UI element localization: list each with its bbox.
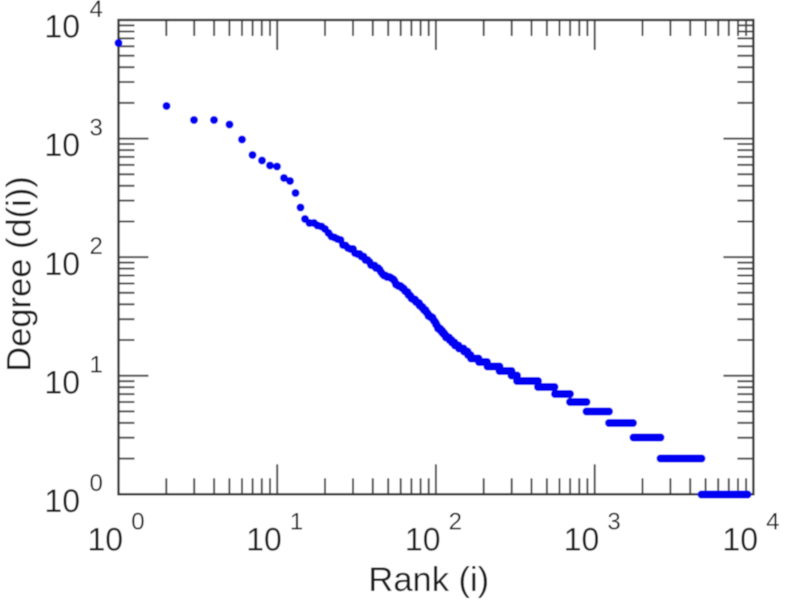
- svg-text:0: 0: [131, 509, 144, 536]
- svg-text:10: 10: [44, 246, 80, 282]
- svg-text:3: 3: [90, 114, 103, 141]
- svg-text:4: 4: [766, 509, 779, 536]
- svg-text:2: 2: [90, 233, 103, 260]
- svg-text:10: 10: [44, 364, 80, 400]
- svg-text:Rank (i): Rank (i): [368, 561, 489, 599]
- svg-text:10: 10: [722, 522, 758, 558]
- svg-text:Degree (d(i)): Degree (d(i)): [1, 176, 39, 372]
- svg-text:0: 0: [90, 470, 103, 497]
- svg-text:2: 2: [449, 509, 462, 536]
- svg-text:10: 10: [44, 127, 80, 163]
- svg-text:1: 1: [290, 509, 303, 536]
- svg-text:4: 4: [90, 0, 103, 23]
- svg-text:10: 10: [88, 522, 124, 558]
- svg-text:10: 10: [405, 522, 441, 558]
- svg-text:10: 10: [44, 483, 80, 519]
- svg-text:10: 10: [246, 522, 282, 558]
- svg-text:3: 3: [607, 509, 620, 536]
- svg-text:10: 10: [564, 522, 600, 558]
- svg-text:10: 10: [44, 9, 80, 45]
- svg-text:1: 1: [90, 352, 103, 379]
